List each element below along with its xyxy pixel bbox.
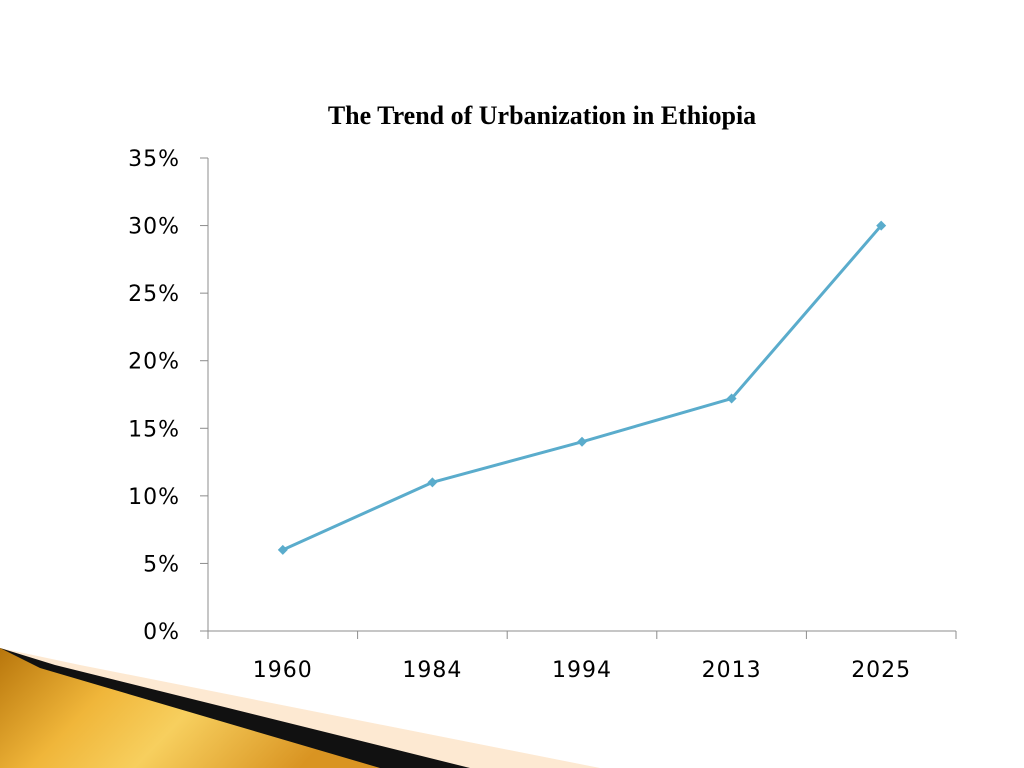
y-tick-label: 35%: [128, 147, 180, 172]
y-tick-label: 5%: [143, 552, 180, 577]
data-point-2025: [876, 220, 887, 231]
chart-title: The Trend of Urbanization in Ethiopia: [328, 101, 756, 130]
y-tick-label: 30%: [128, 215, 180, 240]
x-axis: 1960 1984 1994 2013 2025: [207, 630, 957, 683]
x-tick-label: 2013: [702, 658, 762, 683]
x-tick-label: 1960: [253, 658, 313, 683]
series-line-group: [277, 220, 887, 555]
y-tick-label: 25%: [128, 282, 180, 307]
x-tick-label: 2025: [851, 658, 911, 683]
decorative-ribbon: [0, 648, 600, 768]
x-tick-label: 1984: [402, 658, 462, 683]
y-axis: 0% 5% 10% 15% 20% 25% 30% 35%: [128, 147, 209, 645]
series-line: [282, 224, 883, 552]
data-point-1984: [427, 477, 438, 488]
y-tick-label: 20%: [128, 350, 180, 375]
data-point-1960: [277, 544, 288, 555]
y-tick-label: 15%: [128, 417, 180, 442]
data-point-2013: [726, 393, 737, 404]
y-tick-label: 0%: [143, 620, 180, 645]
data-point-1994: [577, 436, 587, 447]
x-tick-label: 1994: [552, 658, 612, 683]
y-tick-label: 10%: [128, 485, 180, 510]
